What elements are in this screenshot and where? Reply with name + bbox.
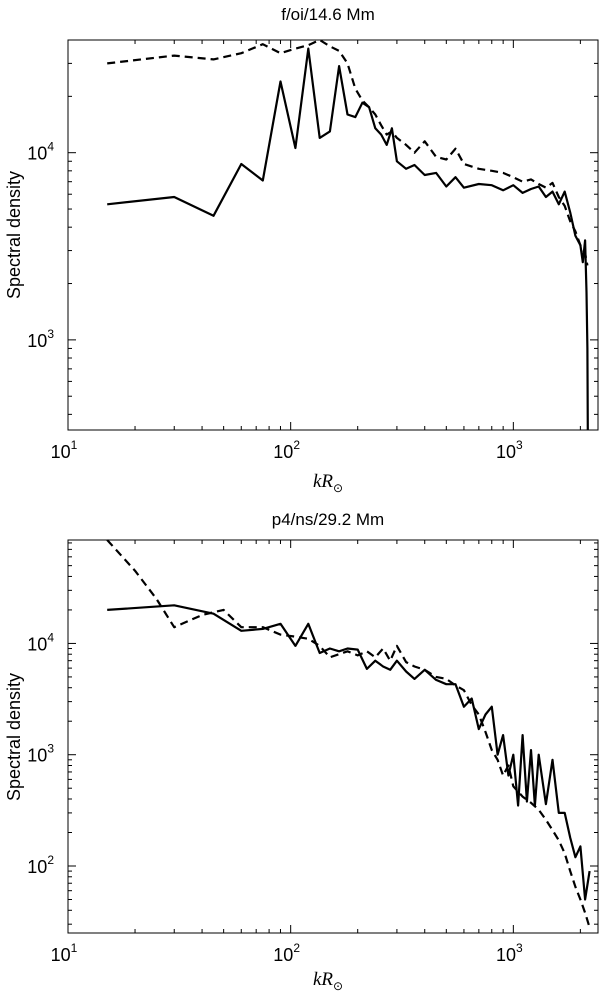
- chart-top-ylabel: Spectral density: [4, 171, 24, 299]
- chart-bottom-x-ticks: 101 102 103: [51, 540, 581, 965]
- chart-top-y-ticks: 103 104: [27, 39, 598, 415]
- chart-top-y-tick-label: 104: [27, 140, 54, 164]
- chart-top-x-tick-label: 102: [273, 438, 300, 462]
- chart-bottom-x-tick-label: 103: [496, 941, 523, 965]
- chart-bottom: p4/ns/29.2 Mm Spectral density 101 102 103…: [4, 510, 599, 993]
- chart-top-title: f/oi/14.6 Mm: [281, 5, 375, 24]
- chart-bottom-xlabel: kR⊙: [313, 969, 343, 993]
- chart-bottom-series-dashed-line: [106, 539, 591, 928]
- chart-top-x-tick-label: 103: [496, 438, 523, 462]
- chart-top-xlabel-sub: ⊙: [333, 481, 343, 495]
- chart-top-axes-frame: [67, 39, 599, 431]
- chart-bottom-x-tick-label: 102: [273, 941, 300, 965]
- chart-top: f/oi/14.6 Mm Spectral density 101 102 103 …: [4, 5, 599, 495]
- chart-top-series: [107, 38, 589, 431]
- chart-bottom-ylabel: Spectral density: [4, 673, 24, 801]
- chart-top-series-solid-line: [107, 47, 589, 431]
- chart-top-x-ticks: 101 102 103: [51, 40, 581, 462]
- chart-bottom-title: p4/ns/29.2 Mm: [272, 510, 384, 529]
- chart-bottom-series: [106, 539, 591, 928]
- chart-bottom-y-tick-label: 104: [27, 630, 54, 654]
- chart-bottom-y-ticks: 102 103 104: [27, 542, 598, 925]
- chart-bottom-y-tick-label: 103: [27, 742, 54, 766]
- chart-bottom-y-tick-label: 102: [27, 853, 54, 877]
- chart-top-series-dashed-line: [107, 38, 589, 266]
- chart-bottom-xlabel-sub: ⊙: [333, 979, 343, 993]
- chart-top-y-tick-label: 103: [27, 327, 54, 351]
- chart-bottom-axes-frame: [67, 539, 599, 934]
- chart-top-xlabel: kR⊙: [313, 471, 343, 495]
- chart-bottom-x-tick-label: 101: [51, 941, 78, 965]
- chart-top-x-tick-label: 101: [51, 438, 78, 462]
- chart-bottom-series-solid-line: [107, 604, 591, 901]
